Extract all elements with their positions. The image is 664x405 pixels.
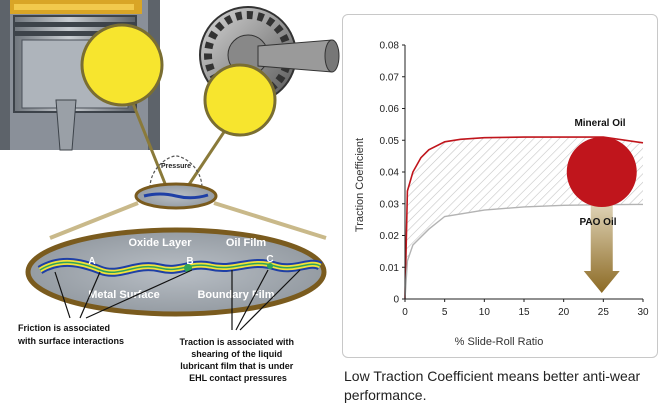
highlight-callouts xyxy=(80,23,277,187)
traction-note-line: lubricant film that is under xyxy=(180,361,294,371)
traction-chart-panel: 0 0.01 0.02 0.03 0.04 0.05 0.06 0.07 0.08 0 5 10 15 2… xyxy=(342,14,658,358)
y-tick-label: 0.03 xyxy=(380,199,400,210)
lubrication-diagram: Pressure Oxide Layer Oil Film Metal Surf… xyxy=(0,0,340,383)
y-tick-label: 0.05 xyxy=(380,136,400,147)
y-tick-label: 0 xyxy=(393,295,399,306)
piston-highlight-circle xyxy=(80,23,164,107)
traction-note-line: Traction is associated with xyxy=(179,337,294,347)
pao-oil-line xyxy=(404,203,644,300)
oxide-layer-label: Oxide Layer xyxy=(129,237,193,249)
x-tick-label: 20 xyxy=(558,307,570,318)
y-axis-label: Traction Coefficient xyxy=(354,138,366,232)
gear-highlight-circle xyxy=(203,63,277,137)
traction-note-line: shearing of the liquid xyxy=(191,349,282,359)
mineral-oil-marker-circle xyxy=(566,137,637,207)
comparison-annotation xyxy=(566,137,637,293)
y-tick-label: 0.08 xyxy=(380,41,400,52)
friction-note-line: Friction is associated xyxy=(18,323,110,333)
caption-text: Low Traction Coefficient means better an… xyxy=(344,368,641,403)
traction-chart: 0 0.01 0.02 0.03 0.04 0.05 0.06 0.07 0.08 0 5 10 15 2… xyxy=(354,41,649,349)
mineral-oil-line xyxy=(404,136,644,300)
y-tick-label: 0.07 xyxy=(380,72,400,83)
down-arrow-icon xyxy=(583,184,620,293)
traction-note-line: EHL contact pressures xyxy=(189,373,287,383)
y-tick-label: 0.06 xyxy=(380,104,400,115)
friction-note-line: with surface interactions xyxy=(17,336,124,346)
x-tick-label: 15 xyxy=(518,307,530,318)
contact-zone-ellipse: Oxide Layer Oil Film Metal Surface Bound… xyxy=(25,227,327,317)
boundary-film-label: Boundary Film xyxy=(197,289,274,301)
friction-note: Friction is associated with surface inte… xyxy=(17,323,124,346)
x-axis-label: % Slide-Roll Ratio xyxy=(455,336,544,348)
pressure-contact-detail: Pressure xyxy=(49,155,327,240)
y-tick-label: 0.01 xyxy=(380,263,400,274)
y-tick-label: 0.02 xyxy=(380,231,400,242)
x-tick-label: 10 xyxy=(479,307,491,318)
x-tick-label: 25 xyxy=(598,307,610,318)
y-tick-label: 0.04 xyxy=(380,168,400,179)
pointer-lines xyxy=(54,269,301,331)
mineral-oil-label: Mineral Oil xyxy=(574,118,625,129)
x-tick-label: 0 xyxy=(402,307,408,318)
point-b-label: B xyxy=(186,256,193,267)
point-c-label: C xyxy=(266,254,273,265)
pao-oil-label: PAO Oil xyxy=(579,217,616,228)
x-tick-label: 5 xyxy=(442,307,448,318)
pressure-label: Pressure xyxy=(161,163,191,170)
traction-note: Traction is associated with shearing of … xyxy=(179,337,296,383)
oil-film-label: Oil Film xyxy=(226,237,267,249)
metal-surface-label: Metal Surface xyxy=(88,289,160,301)
point-a-label: A xyxy=(88,256,95,267)
x-tick-label: 30 xyxy=(637,307,649,318)
